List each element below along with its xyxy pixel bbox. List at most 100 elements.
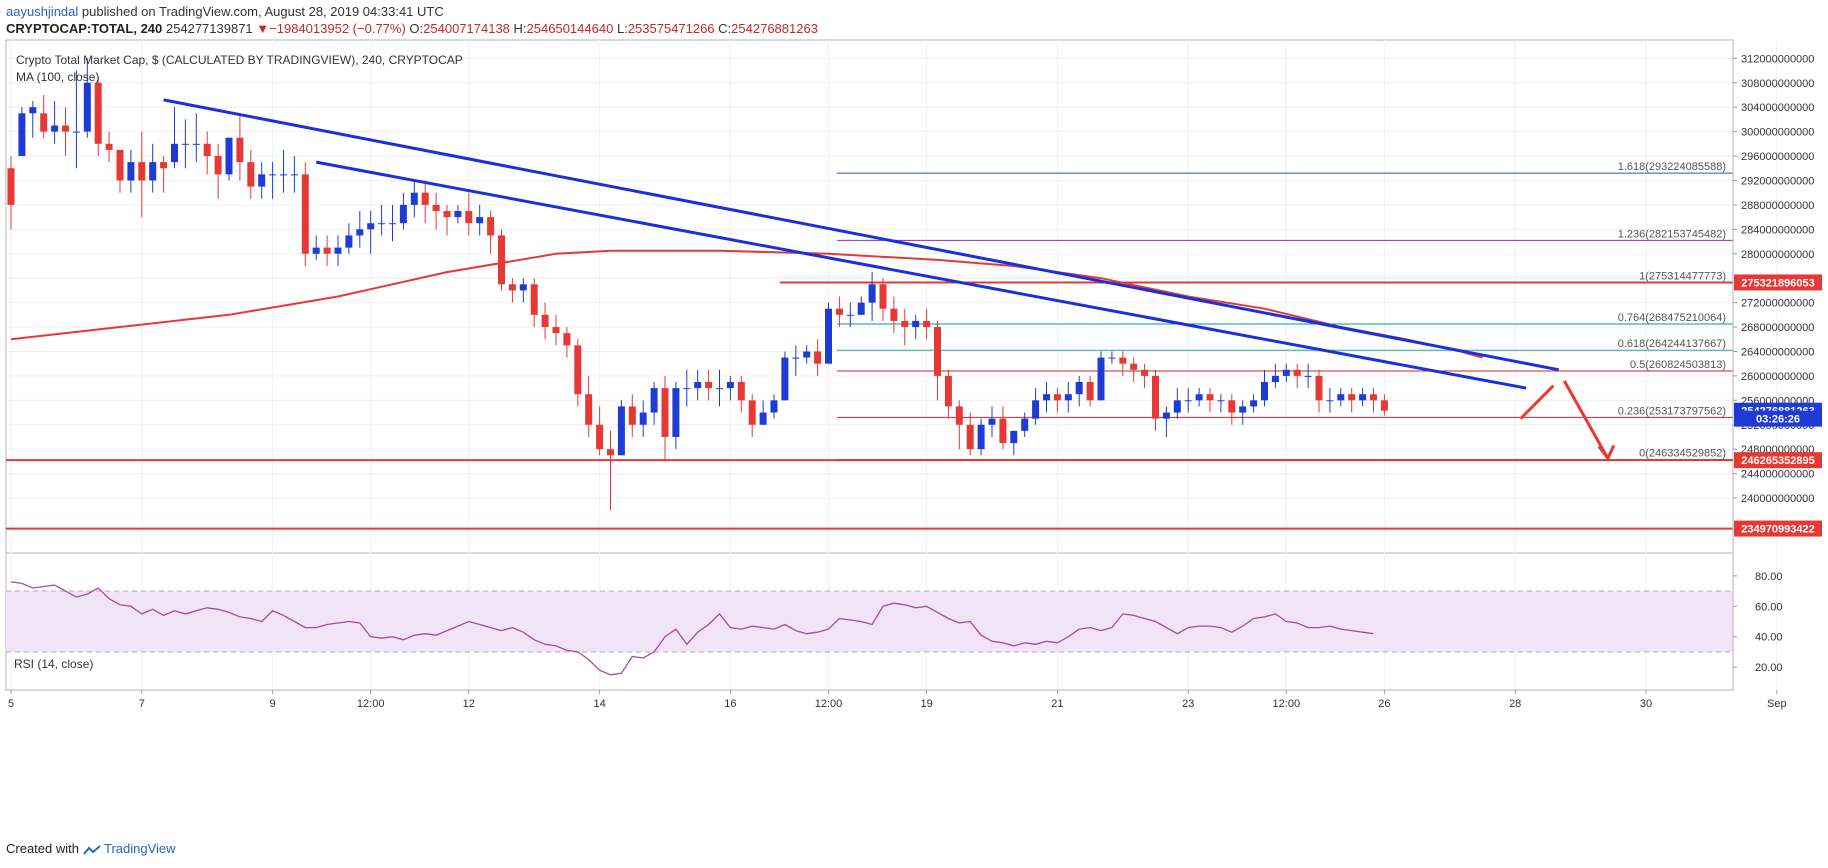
candle (726, 375, 734, 401)
candle (955, 400, 963, 450)
change-down-icon: ▼ (256, 21, 270, 36)
candle (966, 412, 974, 456)
y-tick-label: 260000000000 (1741, 371, 1814, 383)
candle-body (1304, 375, 1312, 377)
candle (323, 235, 331, 266)
candle-body (18, 113, 26, 157)
candle (1010, 430, 1018, 456)
horizontal-levels[interactable] (6, 281, 1733, 530)
candle-body (410, 192, 418, 205)
candle (977, 418, 985, 456)
candle-body (737, 382, 745, 401)
candle-body (966, 424, 974, 450)
upper-trendline[interactable] (163, 98, 1560, 372)
y-tick-label: 240000000000 (1741, 493, 1814, 505)
lower-trendline[interactable] (315, 160, 1527, 390)
candle (1206, 388, 1214, 413)
candle (476, 204, 484, 236)
candle-body (672, 388, 680, 437)
fib-label-0.618: 0.618(264244137667) (1618, 338, 1726, 350)
candle (1293, 363, 1301, 389)
x-tick-label: 12:00 (357, 698, 385, 710)
candle-body (748, 400, 756, 425)
trendlines[interactable] (163, 98, 1560, 390)
candle-body (519, 284, 527, 291)
candle (1086, 375, 1094, 407)
low-value: 253575471266 (627, 21, 715, 36)
candle (94, 76, 102, 157)
candle (748, 394, 756, 437)
candle-body (574, 345, 582, 395)
candle-body (312, 247, 320, 254)
ma100-layer (10, 249, 1483, 359)
author-link[interactable]: aayushjindal (6, 4, 79, 19)
arrow-down-leg (1562, 380, 1610, 460)
candle (1370, 388, 1377, 413)
candle-body (1086, 382, 1094, 401)
candle (116, 149, 124, 193)
candle (650, 382, 658, 425)
candle (563, 327, 571, 358)
chart-header: aayushjindal published on TradingView.co… (0, 0, 1828, 38)
fib-label-0.236: 0.236(253173797562) (1618, 405, 1726, 417)
candle (1119, 351, 1127, 376)
candle (18, 107, 26, 157)
fib-levels[interactable]: 1.618(293224085588) 1.236(282153745482) 1(… (837, 161, 1733, 461)
candle-body (476, 217, 484, 224)
tradingview-link[interactable]: TradingView (104, 841, 176, 856)
candle-body (530, 284, 538, 315)
candle (781, 351, 789, 401)
candle (454, 204, 462, 224)
candle (552, 314, 560, 346)
candle (280, 149, 287, 193)
y-tick-label: 304000000000 (1741, 102, 1814, 114)
candle-body (1184, 400, 1192, 402)
price-tag-label: 246265352895 (1741, 455, 1814, 467)
candle-body (454, 211, 462, 218)
x-tick-label: 12 (463, 698, 475, 710)
candle-body (236, 137, 244, 163)
candle (825, 302, 832, 364)
price-tag-label: 03:26:26 (1756, 414, 1800, 426)
candle (617, 400, 625, 456)
candle-body (214, 156, 222, 175)
candle-body (825, 308, 832, 364)
candle (1326, 388, 1334, 413)
candle-body (868, 284, 876, 303)
x-tick-label: 12:00 (1273, 698, 1301, 710)
rsi-line (10, 581, 1374, 676)
candle-body (923, 320, 931, 328)
candle-body (650, 388, 658, 413)
candle (639, 400, 647, 437)
candle (1021, 412, 1029, 437)
candle (149, 143, 157, 193)
candle (835, 296, 843, 328)
candle (334, 235, 342, 266)
high-label: H: (513, 21, 527, 36)
candle-body (1043, 394, 1050, 401)
candle-body (912, 320, 920, 328)
candle (389, 204, 396, 242)
candle-body (1097, 357, 1105, 401)
candle-body (814, 351, 822, 364)
candle-body (1239, 406, 1247, 413)
price-tag-bg (1734, 274, 1822, 291)
candle-body (901, 320, 909, 328)
candle-body (1108, 357, 1116, 359)
candle-body (171, 143, 178, 163)
candle (585, 375, 593, 437)
rsi-band (6, 591, 1733, 652)
candle-body (323, 247, 331, 254)
candle-body (487, 217, 495, 236)
ma-indicator-label: MA (100, close) (16, 70, 99, 84)
candle (923, 308, 931, 340)
ma100-line (10, 249, 1483, 359)
candle-body (726, 382, 734, 389)
rsi-tick-label: 60.00 (1755, 601, 1783, 613)
y-tick-label: 292000000000 (1741, 175, 1814, 187)
candle-body (399, 204, 407, 224)
candle (530, 278, 538, 328)
candle-body (639, 412, 647, 425)
candle (1195, 388, 1203, 407)
